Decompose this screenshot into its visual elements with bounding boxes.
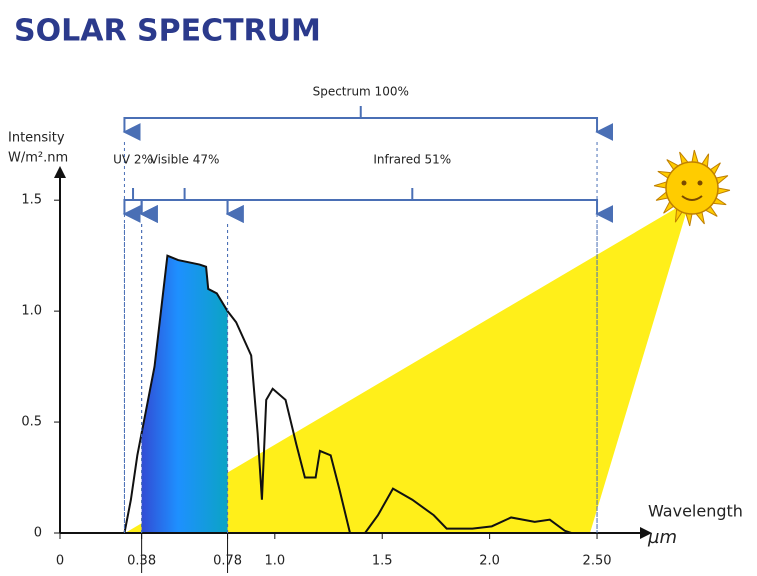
sun — [653, 149, 731, 227]
spectrum-line — [123, 254, 572, 534]
x-tick-label: 0.78 — [213, 554, 242, 569]
x-tick-label: 1.5 — [372, 554, 393, 569]
y-tick-label: 0.5 — [21, 415, 42, 430]
bracket — [122, 117, 614, 141]
x-axis-label: µm — [647, 527, 677, 548]
x-axis-label: Wavelength — [648, 502, 743, 521]
bracket — [122, 199, 158, 223]
x-tick-label: 0.38 — [127, 554, 156, 569]
x-tick-label: 1.0 — [264, 554, 285, 569]
sun-ray — [653, 181, 668, 189]
bracket — [139, 199, 244, 223]
visible-spectrum-fill — [141, 255, 228, 533]
bracket-label: Spectrum 100% — [313, 85, 409, 99]
x-tick-label: 2.0 — [479, 554, 500, 569]
sun-beam — [125, 200, 690, 533]
bracket — [225, 199, 614, 223]
y-axis-label: Intensity — [8, 131, 65, 146]
x-axis-arrow — [640, 527, 652, 539]
chart-title: SOLAR SPECTRUM — [14, 14, 321, 49]
y-tick-label: 1.0 — [21, 304, 42, 319]
sun-ray — [716, 187, 731, 195]
y-axis-label: W/m².nm — [8, 151, 68, 166]
x-tick-label: 2.50 — [583, 554, 612, 569]
x-tick-label: 0 — [56, 554, 64, 569]
y-axis-arrow — [54, 166, 66, 178]
bracket-label: Visible 47% — [150, 153, 220, 167]
sun-ray — [691, 149, 699, 164]
bracket-label: UV 2% — [113, 153, 153, 167]
y-tick-label: 0 — [34, 526, 42, 541]
sun-ray — [685, 212, 693, 227]
bracket-label: Infrared 51% — [373, 153, 451, 167]
y-tick-label: 1.5 — [21, 193, 42, 208]
